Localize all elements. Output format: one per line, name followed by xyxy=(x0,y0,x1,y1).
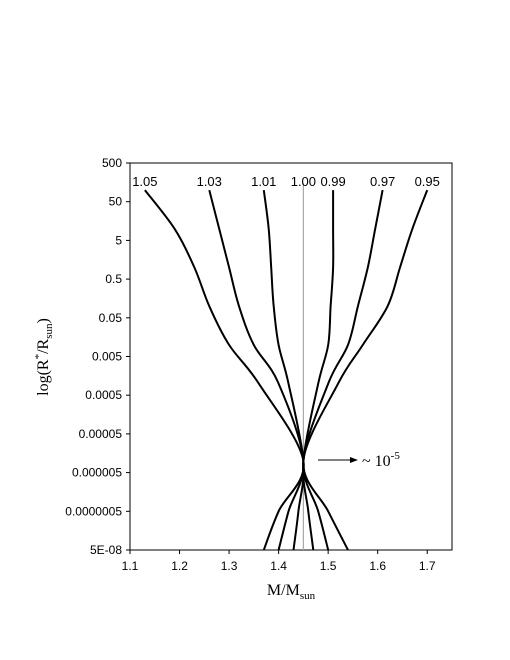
y-tick-label: 5 xyxy=(115,233,122,247)
annotation: ~ 10-5 xyxy=(318,450,400,470)
annotation-text: ~ 10-5 xyxy=(362,450,400,470)
y-tick-label: 5E-08 xyxy=(90,543,122,557)
curve-1-01 xyxy=(262,189,305,551)
y-tick-label: 0.005 xyxy=(92,350,122,364)
x-tick-label: 1.5 xyxy=(320,559,337,573)
curve-label: 0.95 xyxy=(415,174,440,189)
y-tick-label: 0.0000005 xyxy=(65,504,122,518)
curve-0-99 xyxy=(302,190,335,551)
y-axis: 500 50 5 0.5 0.05 0.005 0.0005 0.00005 0.000005 0… xyxy=(65,156,130,557)
curve-label: 0.99 xyxy=(320,174,345,189)
curve-0-97 xyxy=(302,189,384,551)
y-tick-label: 0.000005 xyxy=(72,466,122,480)
x-tick-label: 1.6 xyxy=(369,559,386,573)
x-tick-label: 1.3 xyxy=(221,559,238,573)
curve-label: 0.97 xyxy=(370,174,395,189)
curve-label: 1.01 xyxy=(251,174,276,189)
curve-0-95 xyxy=(302,189,429,551)
x-axis: 1.1 1.2 1.3 1.4 1.5 1.6 1.7 xyxy=(122,550,436,573)
x-tick-label: 1.4 xyxy=(270,559,287,573)
curve-labels: 1.05 1.03 1.01 1.00 0.99 0.97 0.95 xyxy=(132,174,440,189)
curve-1-03 xyxy=(208,189,305,551)
curve-label: 1.03 xyxy=(197,174,222,189)
y-tick-label: 0.05 xyxy=(99,311,123,325)
x-tick-label: 1.7 xyxy=(419,559,436,573)
x-tick-label: 1.1 xyxy=(122,559,139,573)
y-tick-label: 500 xyxy=(102,156,122,170)
curve-group xyxy=(144,189,429,551)
curve-1-05 xyxy=(144,189,305,551)
annotation-arrowhead xyxy=(350,457,358,463)
y-tick-label: 50 xyxy=(109,195,123,209)
curve-label: 1.00 xyxy=(291,174,316,189)
y-axis-title: log(R*/Rsun) xyxy=(33,318,55,396)
x-axis-title: M/Msun xyxy=(267,582,316,602)
y-tick-label: 0.0005 xyxy=(85,388,122,402)
curve-label: 1.05 xyxy=(132,174,157,189)
x-tick-label: 1.2 xyxy=(171,559,188,573)
y-tick-label: 0.00005 xyxy=(79,427,123,441)
y-tick-label: 0.5 xyxy=(105,272,122,286)
